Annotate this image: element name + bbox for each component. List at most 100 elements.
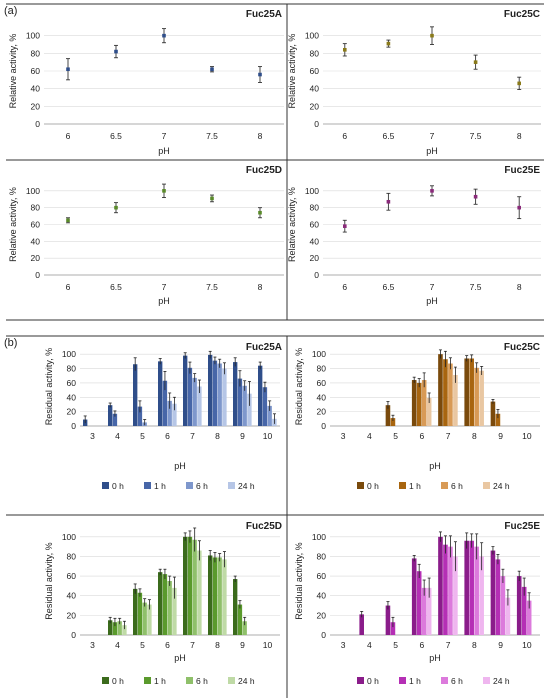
data-point — [343, 224, 347, 228]
legend-swatch — [357, 482, 364, 489]
bar — [262, 387, 268, 426]
y-tick-label: 40 — [31, 84, 41, 94]
x-tick-label: 6.5 — [382, 131, 394, 141]
x-tick-label: 4 — [367, 431, 372, 441]
x-tick-label: 9 — [498, 640, 503, 650]
y-tick-label: 80 — [67, 551, 77, 561]
data-point — [386, 41, 391, 46]
bar — [167, 581, 172, 635]
legend-swatch — [186, 677, 193, 684]
bar — [162, 574, 168, 635]
x-tick-label: 6.5 — [382, 282, 394, 292]
x-tick-label: 7 — [446, 431, 451, 441]
legend-swatch — [144, 677, 151, 684]
x-tick-label: 7 — [190, 640, 195, 650]
legend-label: 6 h — [451, 481, 463, 491]
bar — [247, 393, 252, 426]
data-point — [517, 81, 521, 86]
bar — [526, 600, 532, 635]
y-tick-label: 20 — [317, 610, 327, 620]
bar — [137, 406, 143, 426]
chart-title: Fuc25D — [246, 521, 282, 532]
x-tick-label: 10 — [522, 431, 532, 441]
x-axis-label: pH — [158, 146, 170, 156]
bar — [385, 405, 391, 426]
bar — [390, 418, 396, 426]
x-tick-label: 4 — [367, 640, 372, 650]
legend-swatch — [441, 677, 448, 684]
x-tick-label: 7 — [162, 282, 167, 292]
bar — [197, 550, 202, 635]
y-tick-label: 60 — [310, 220, 320, 230]
y-tick-label: 20 — [67, 407, 77, 417]
legend-swatch — [228, 482, 235, 489]
y-tick-label: 100 — [312, 349, 326, 359]
x-tick-label: 5 — [140, 431, 145, 441]
x-tick-label: 7 — [430, 131, 435, 141]
bar — [390, 622, 396, 635]
x-tick-label: 6 — [165, 431, 170, 441]
legend-label: 0 h — [367, 481, 379, 491]
bar — [474, 546, 479, 635]
bar — [479, 370, 484, 426]
y-tick-label: 0 — [71, 630, 76, 640]
data-point — [162, 33, 166, 38]
y-axis-label: Residual activity, % — [44, 348, 54, 425]
bar — [500, 576, 506, 635]
x-tick-label: 10 — [263, 431, 273, 441]
bar — [208, 354, 213, 426]
bar — [172, 587, 177, 635]
y-tick-label: 60 — [310, 66, 320, 76]
y-tick-label: 40 — [67, 591, 77, 601]
data-point — [114, 205, 118, 210]
x-tick-label: 6 — [66, 131, 71, 141]
legend-swatch — [186, 482, 193, 489]
y-tick-label: 100 — [305, 31, 319, 41]
x-tick-label: 8 — [215, 640, 220, 650]
bar — [217, 557, 222, 635]
bar — [137, 592, 143, 635]
chart-title: Fuc25E — [504, 165, 540, 176]
x-tick-label: 4 — [115, 640, 120, 650]
y-tick-label: 60 — [317, 571, 327, 581]
bar — [172, 403, 177, 426]
bar — [187, 367, 193, 426]
bar — [233, 579, 238, 635]
y-axis-label: Relative activity, % — [8, 187, 18, 262]
y-tick-label: 20 — [310, 101, 320, 111]
y-tick-label: 20 — [317, 407, 327, 417]
bar — [187, 536, 193, 635]
y-axis-label: Residual activity, % — [294, 348, 304, 425]
y-tick-label: 100 — [62, 532, 76, 542]
bar — [448, 546, 453, 635]
y-axis-label: Relative activity, % — [287, 34, 297, 109]
legend-label: 0 h — [367, 676, 379, 686]
y-tick-label: 40 — [317, 591, 327, 601]
bar — [490, 550, 496, 635]
chart-title: Fuc25A — [246, 342, 282, 353]
chart-ph-fuc25c: Fuc25C 0 20 40 60 80 100 Relative activity, % pH… — [287, 9, 541, 156]
bar — [108, 620, 113, 635]
bar — [242, 621, 247, 635]
y-tick-label: 60 — [67, 571, 77, 581]
panel-label-a: (a) — [4, 5, 17, 17]
chart-stab-fuc25a: Fuc25A 0 20 40 60 80 100 Residual activity, % pH… — [44, 342, 282, 491]
y-tick-label: 80 — [317, 551, 327, 561]
data-point — [162, 189, 166, 193]
bar — [208, 555, 213, 635]
legend-label: 1 h — [409, 481, 421, 491]
y-axis-label: Relative activity, % — [287, 187, 297, 262]
x-tick-label: 6 — [342, 131, 347, 141]
bar — [464, 540, 469, 635]
y-tick-label: 100 — [26, 31, 40, 41]
x-tick-label: 6.5 — [110, 282, 122, 292]
bar — [133, 588, 138, 635]
bar — [411, 380, 417, 426]
panel-frames — [6, 3, 544, 698]
legend-swatch — [144, 482, 151, 489]
x-tick-label: 7.5 — [470, 131, 482, 141]
x-tick-label: 3 — [90, 640, 95, 650]
bar — [453, 556, 458, 635]
bar — [469, 358, 474, 426]
